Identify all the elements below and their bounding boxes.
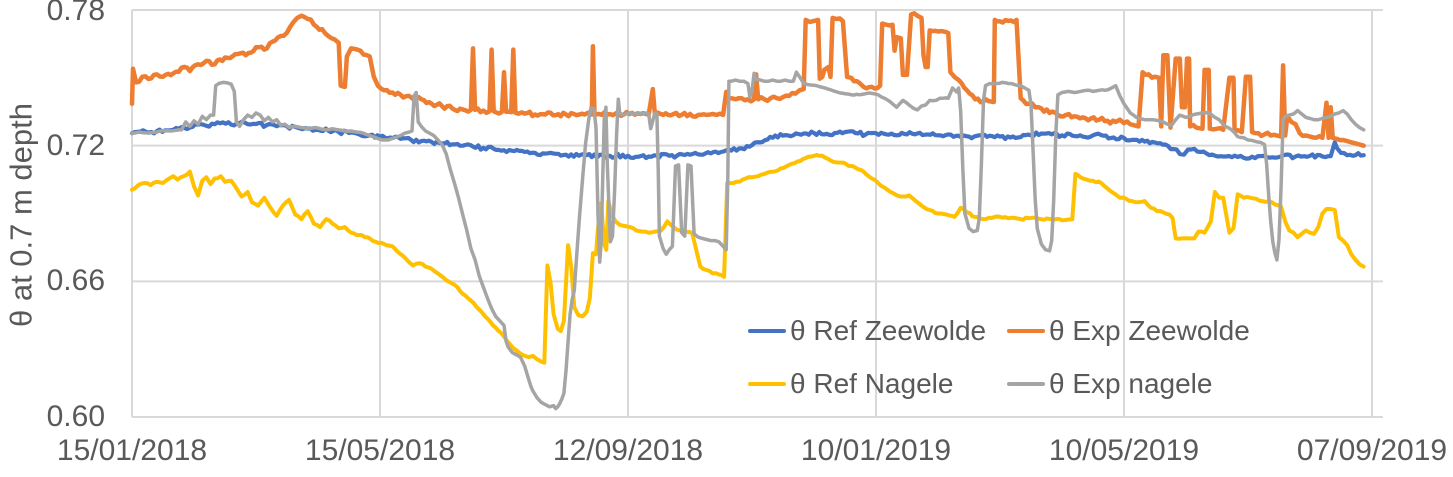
series-line-θ-ref-nagele	[130, 153, 1366, 365]
legend-label-exp-nagele: θ Exp nagele	[1049, 368, 1213, 399]
x-tick-15-05-2018: 15/05/2018	[304, 434, 456, 467]
y-axis-title: θ at 0.7 m depth	[3, 102, 39, 328]
series-line-θ-exp-zeewolde	[129, 11, 1366, 148]
y-tick-0.78: 0.78	[46, 0, 105, 27]
x-tick-07-09-2019: 07/09/2019	[1296, 434, 1448, 467]
legend-label-ref-nagele: θ Ref Nagele	[790, 368, 954, 399]
y-tick-0.72: 0.72	[46, 129, 105, 162]
legend-label-exp-zeewolde: θ Exp Zeewolde	[1049, 315, 1250, 346]
legend-line-exp-nagele	[1007, 382, 1045, 386]
x-tick-15-01-2018: 15/01/2018	[56, 434, 208, 467]
x-tick-10-01-2019: 10/01/2019	[800, 434, 952, 467]
legend-label-ref-zeewolde: θ Ref Zeewolde	[790, 315, 987, 346]
legend-line-ref-zeewolde	[748, 329, 786, 333]
y-tick-0.60: 0.60	[46, 400, 105, 433]
series-line-θ-ref-zeewolde	[129, 119, 1366, 161]
y-tick-0.66: 0.66	[46, 264, 105, 297]
x-tick-10-05-2019: 10/05/2019	[1048, 434, 1200, 467]
series-line-θ-exp-nagele	[130, 70, 1366, 411]
legend-line-exp-zeewolde	[1007, 329, 1045, 333]
x-tick-12-09-2018: 12/09/2018	[552, 434, 704, 467]
legend-line-ref-nagele	[748, 382, 786, 386]
